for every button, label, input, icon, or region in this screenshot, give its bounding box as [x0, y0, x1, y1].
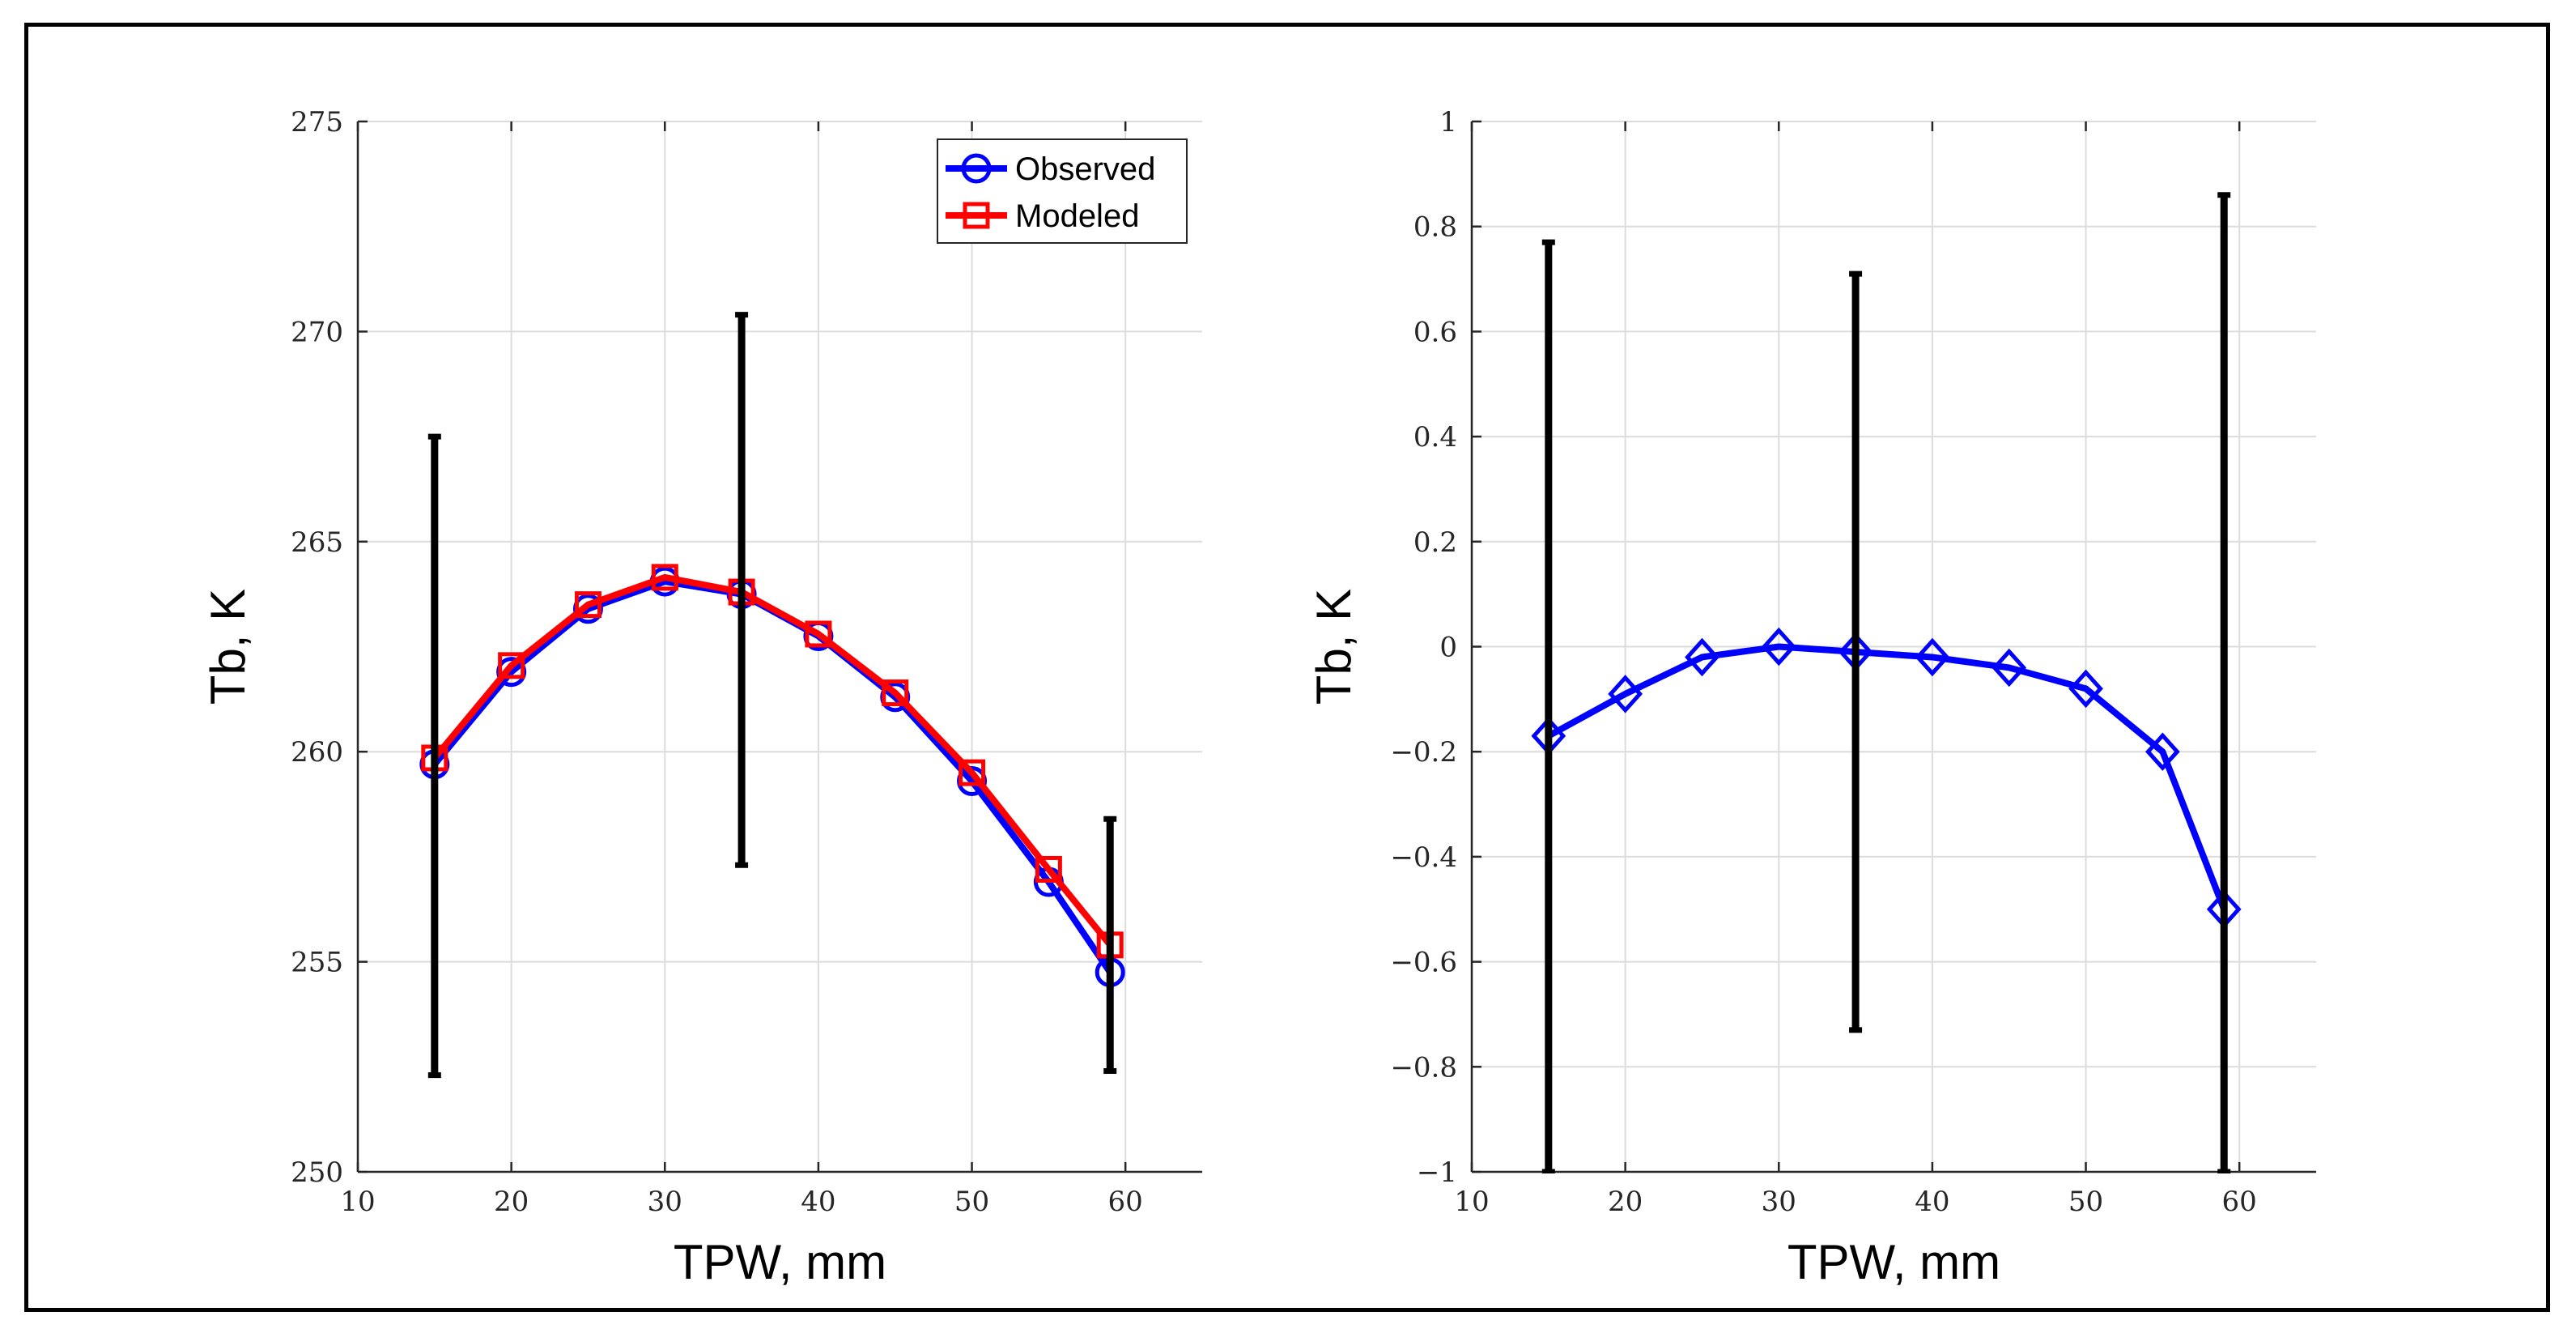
- legend-label-observed: Observed: [1015, 151, 1155, 187]
- y-tick-label: −0.8: [1390, 1051, 1457, 1084]
- y-tick-label: 270: [291, 316, 343, 348]
- data-point-modeled: [651, 564, 678, 591]
- data-point-difference: [1915, 637, 1950, 677]
- x-tick-label: 30: [648, 1186, 682, 1218]
- data-point-modeled: [498, 652, 525, 679]
- y-tick-label: 275: [291, 106, 343, 138]
- data-point-difference: [1992, 648, 2027, 688]
- y-tick-label: 250: [291, 1156, 343, 1189]
- x-tick-label: 20: [494, 1186, 529, 1218]
- y-tick-label: 265: [291, 526, 343, 559]
- series-line-observed: [431, 578, 1113, 974]
- y-axis-label: Tb, K: [201, 589, 255, 705]
- y-tick-label: −0.2: [1390, 736, 1457, 769]
- x-axis-label: TPW, mm: [674, 1235, 886, 1289]
- chart-right: 10 20 30 40 50 60 −1 −0.8 −0.6 −0.4 −0.2 0 0.2 0.4 0.6…: [1307, 106, 2316, 1289]
- data-point-difference: [1608, 675, 1643, 713]
- x-axis-label: TPW, mm: [1787, 1235, 2000, 1289]
- y-tick-label: 0.4: [1413, 421, 1457, 454]
- x-tick-label: 20: [1608, 1186, 1643, 1218]
- y-tick-label: −0.4: [1390, 841, 1457, 874]
- data-point-modeled: [805, 620, 832, 648]
- x-tick-label: 40: [801, 1186, 835, 1218]
- y-tick-label: 0.6: [1413, 316, 1457, 348]
- data-point-modeled: [1035, 855, 1062, 883]
- y-tick-label: 0.8: [1413, 211, 1457, 244]
- legend: Observed Modeled: [937, 138, 1188, 244]
- plot-area: [1531, 192, 2242, 1173]
- data-point-difference: [2145, 732, 2180, 771]
- legend-marker-modeled: [963, 202, 990, 229]
- y-tick-label: 255: [291, 947, 343, 979]
- data-point-difference: [1685, 637, 1719, 677]
- data-point-modeled: [882, 679, 909, 707]
- y-tick-label: −0.6: [1390, 947, 1457, 979]
- plot-area: [419, 312, 1125, 1079]
- x-tick-label: 50: [2068, 1186, 2103, 1218]
- y-tick-label: 1: [1439, 106, 1457, 138]
- x-tick-label: 30: [1762, 1186, 1796, 1218]
- y-tick-label: 0: [1439, 632, 1457, 664]
- x-tick-label: 10: [1454, 1186, 1489, 1218]
- y-tick-label: −1: [1417, 1156, 1457, 1189]
- legend-marker-observed: [961, 153, 992, 184]
- data-point-difference: [1761, 627, 1796, 666]
- data-point-modeled: [574, 591, 601, 619]
- data-point-difference: [2068, 669, 2103, 709]
- x-tick-label: 10: [340, 1186, 375, 1218]
- x-tick-label: 40: [1915, 1186, 1949, 1218]
- y-tick-label: 0.2: [1413, 526, 1457, 559]
- series-line-difference: [1546, 643, 2227, 911]
- x-tick-label: 60: [2222, 1186, 2257, 1218]
- legend-label-modeled: Modeled: [1015, 198, 1139, 234]
- x-tick-label: 60: [1108, 1186, 1143, 1218]
- x-tick-label: 50: [954, 1186, 989, 1218]
- y-tick-label: 260: [291, 736, 343, 769]
- y-axis-label: Tb, K: [1307, 589, 1361, 705]
- chart-left: 10 20 30 40 50 60 250 255 260 265 270 275 TPW, mm Tb,…: [201, 106, 1202, 1289]
- series-line-modeled: [431, 573, 1113, 948]
- figure-frame: [24, 23, 2550, 1312]
- data-point-modeled: [959, 759, 986, 786]
